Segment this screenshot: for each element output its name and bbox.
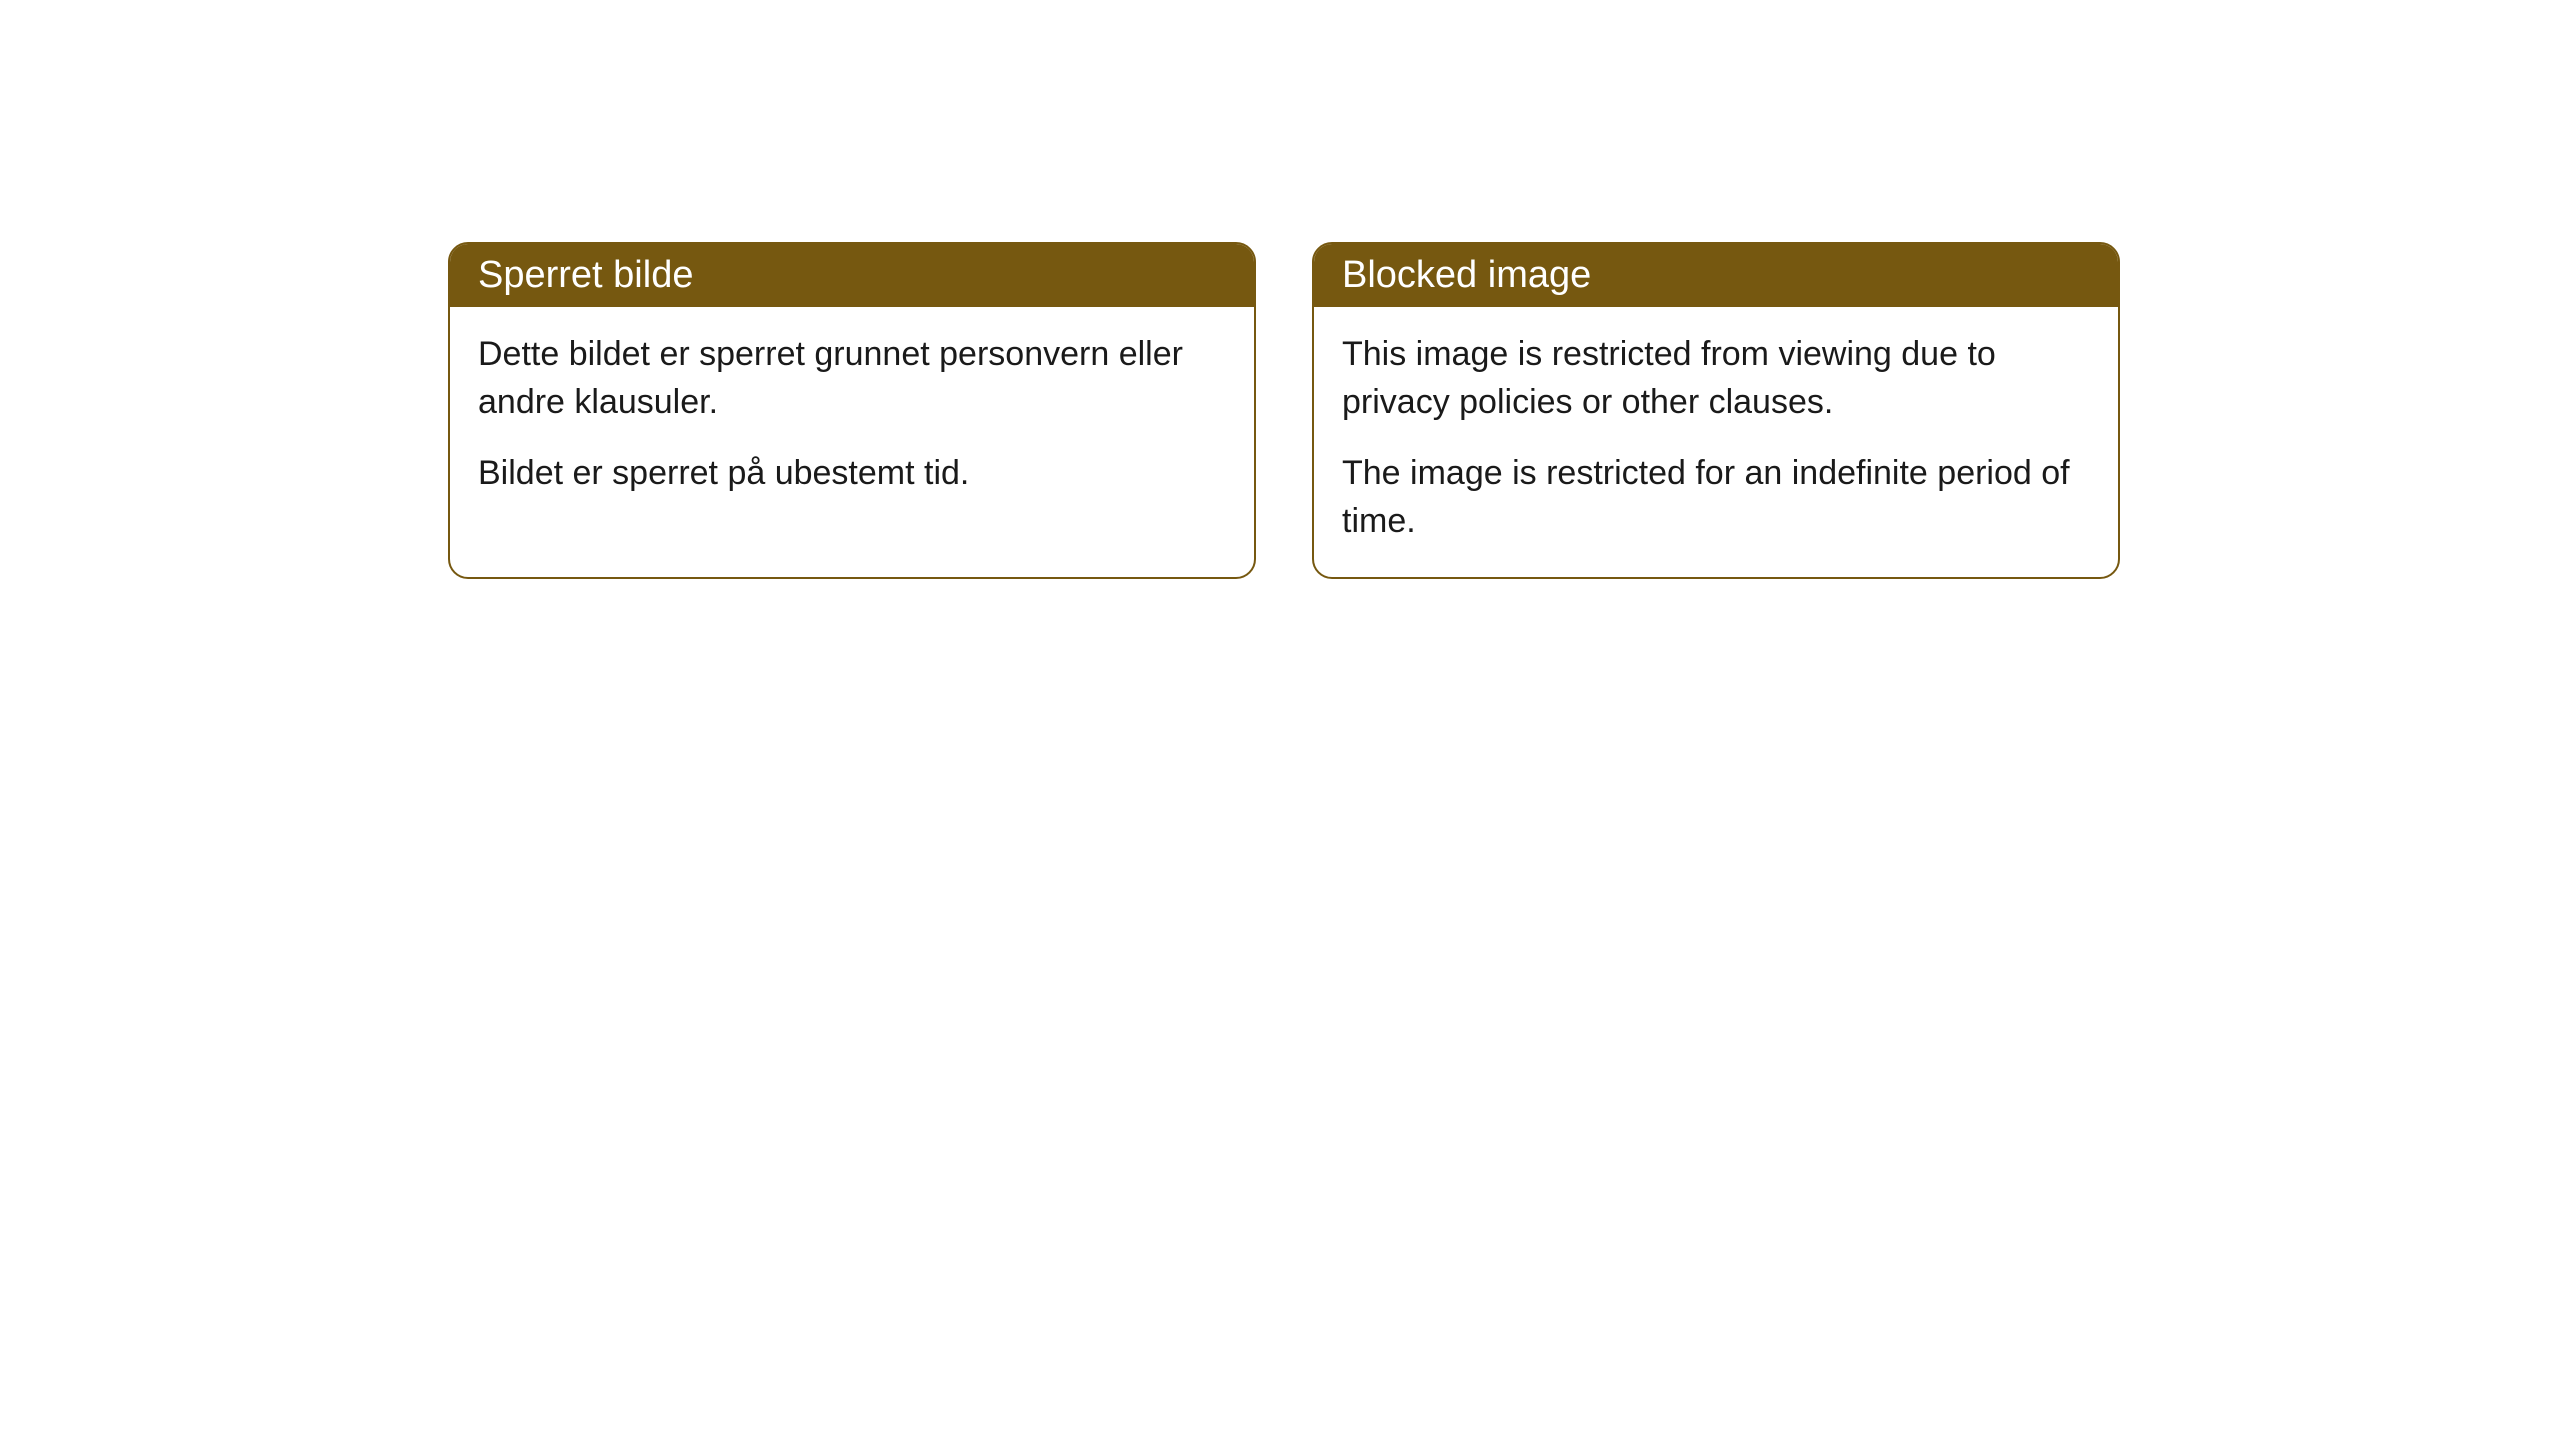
- card-paragraph-1-no: Dette bildet er sperret grunnet personve…: [478, 331, 1226, 426]
- blocked-image-card-no: Sperret bilde Dette bildet er sperret gr…: [448, 242, 1256, 579]
- card-header-en: Blocked image: [1314, 244, 2118, 307]
- card-body-no: Dette bildet er sperret grunnet personve…: [450, 307, 1254, 530]
- card-paragraph-1-en: This image is restricted from viewing du…: [1342, 331, 2090, 426]
- blocked-image-card-en: Blocked image This image is restricted f…: [1312, 242, 2120, 579]
- card-paragraph-2-en: The image is restricted for an indefinit…: [1342, 450, 2090, 545]
- card-header-no: Sperret bilde: [450, 244, 1254, 307]
- card-body-en: This image is restricted from viewing du…: [1314, 307, 2118, 577]
- cards-container: Sperret bilde Dette bildet er sperret gr…: [448, 242, 2120, 579]
- card-paragraph-2-no: Bildet er sperret på ubestemt tid.: [478, 450, 1226, 498]
